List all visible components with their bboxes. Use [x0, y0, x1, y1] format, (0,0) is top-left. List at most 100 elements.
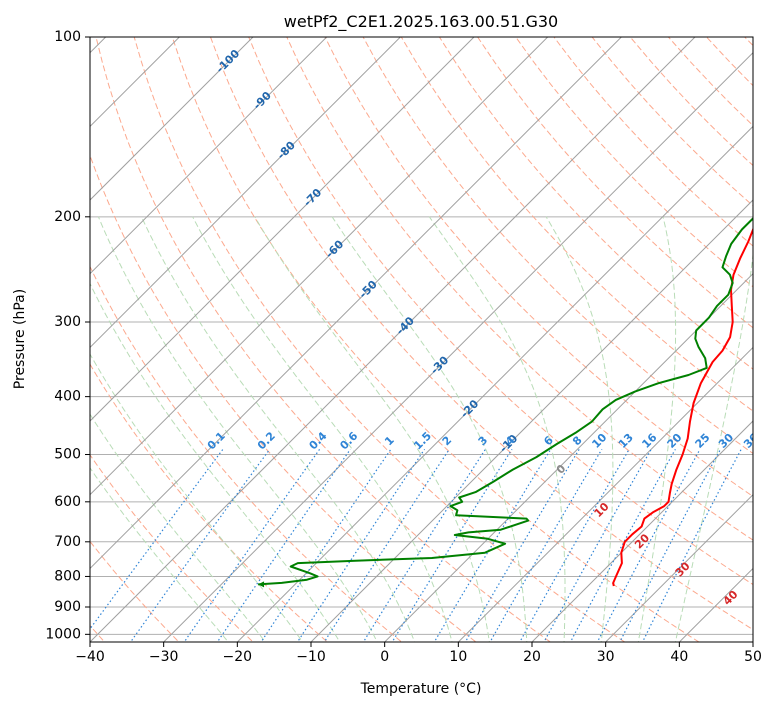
isotherm-line	[90, 37, 254, 201]
y-tick-label: 800	[54, 568, 81, 584]
moist-adiabat	[90, 282, 341, 642]
mixing-ratio-label: 36	[741, 431, 761, 451]
mixing-ratio-line	[433, 448, 552, 642]
isotherm-line	[531, 420, 753, 642]
x-tick-label: −20	[223, 649, 253, 665]
sounding-series	[258, 216, 753, 588]
mixing-ratio-line	[619, 449, 722, 642]
plot-annotations: -100-90-80-70-60-50-40-30-20-100.1 0.2 0.4…	[205, 47, 761, 608]
dry-adiabat	[133, 37, 626, 642]
dry-adiabat	[744, 37, 753, 47]
y-tick-label: 500	[54, 447, 81, 463]
mixing-ratio-line	[519, 449, 630, 642]
moist-adiabat	[254, 216, 490, 642]
isotherm-line	[457, 346, 753, 642]
isotherm-line	[90, 37, 696, 642]
mixing-ratio-line	[183, 448, 321, 642]
moist-adiabat	[674, 250, 753, 642]
moist-adiabat	[90, 413, 267, 642]
isotherm-line	[236, 125, 753, 642]
mixing-ratio-line	[391, 448, 513, 642]
dry-adiabat	[210, 37, 753, 631]
mixing-ratio-line	[489, 448, 603, 642]
dry-adiabat	[591, 37, 753, 207]
x-tick-label: 40	[670, 649, 688, 665]
dry-adiabat-label: 40	[721, 588, 741, 608]
mixing-ratio-label: 16	[640, 431, 660, 451]
dry-adiabat	[90, 453, 254, 642]
dry-adiabat	[90, 265, 403, 642]
isotherm-label: -30	[428, 353, 451, 376]
x-tick-label: −30	[149, 649, 179, 665]
isotherm-line	[310, 199, 753, 642]
moist-adiabat	[428, 216, 566, 642]
mixing-ratio-line	[569, 449, 676, 642]
isotherm-label: -20	[458, 397, 481, 420]
y-tick-label: 900	[54, 599, 81, 615]
dry-adiabat	[438, 37, 753, 370]
dry-adiabat	[171, 37, 700, 642]
isotherm-line	[678, 567, 753, 642]
dry-adiabat	[248, 37, 753, 586]
x-tick-label: 50	[744, 649, 762, 665]
mixing-ratio-line	[596, 449, 701, 642]
moist-adiabat	[637, 216, 677, 642]
x-tick-label: −40	[75, 649, 105, 665]
mixing-ratio-label: 30	[716, 431, 736, 451]
mixing-ratio-line	[323, 448, 450, 642]
moist-adiabat	[90, 467, 229, 642]
isotherm-line	[0, 10, 59, 659]
y-tick-label: 300	[54, 314, 81, 330]
x-tick-label: −10	[296, 649, 326, 665]
mixing-ratio-line	[362, 448, 486, 642]
mixing-ratio-label: 13	[616, 431, 636, 451]
y-tick-label: 200	[54, 209, 81, 225]
isotherm-line	[90, 37, 623, 570]
mixing-ratio-label: 0.1	[205, 429, 228, 452]
isotherm-line	[383, 272, 753, 642]
isotherm-line	[162, 51, 753, 642]
dry-adiabat	[90, 363, 329, 642]
dry-adiabat-label: 10	[592, 500, 612, 520]
mixing-ratio-label: 2	[440, 434, 455, 449]
mixing-ratio-line	[129, 448, 271, 642]
isotherm-label: -60	[323, 237, 346, 260]
mixing-ratio-label: 8	[570, 434, 585, 449]
dry-adiabat	[90, 540, 180, 642]
dry-adiabat	[90, 153, 477, 642]
moist-adiabat	[141, 216, 416, 642]
mixing-ratio-line	[464, 448, 580, 642]
isotherm-line	[90, 37, 549, 496]
isotherm-line	[90, 37, 475, 422]
isotherm-line	[604, 493, 753, 642]
isotherm-label: -90	[251, 89, 274, 112]
background-lines	[0, 10, 753, 659]
moist-adiabat	[545, 216, 614, 642]
dewpoint-profile	[258, 216, 753, 586]
mixing-ratio-label: 3	[476, 434, 491, 449]
chart-title: wetPf2_C2E1.2025.163.00.51.G30	[284, 12, 558, 32]
y-tick-label: 1000	[45, 626, 81, 642]
dry-adiabat	[477, 37, 753, 329]
mixing-ratio-label: 1	[382, 434, 397, 449]
y-tick-label: 700	[54, 534, 81, 550]
mixing-ratio-line	[260, 448, 392, 642]
mixing-ratio-label: 0.4	[307, 429, 330, 452]
wetbulb-label: 0	[554, 462, 569, 477]
isotherm-line	[90, 37, 402, 349]
dry-adiabat	[362, 37, 753, 455]
x-tick-label: 0	[380, 649, 389, 665]
dry-adiabat	[706, 37, 753, 87]
mixing-ratio-line	[90, 448, 224, 630]
y-tick-label: 600	[54, 494, 81, 510]
mixing-ratio-label: 25	[693, 431, 713, 451]
y-axis-label: Pressure (hPa)	[12, 289, 28, 389]
moist-adiabat	[331, 216, 528, 642]
isotherm-label: -100	[214, 47, 243, 76]
mixing-ratio-line	[296, 448, 426, 642]
moist-adiabat	[97, 216, 378, 642]
moist-adiabat	[90, 353, 304, 642]
x-axis-label: Temperature (°C)	[360, 681, 482, 697]
isotherm-line	[752, 641, 753, 642]
